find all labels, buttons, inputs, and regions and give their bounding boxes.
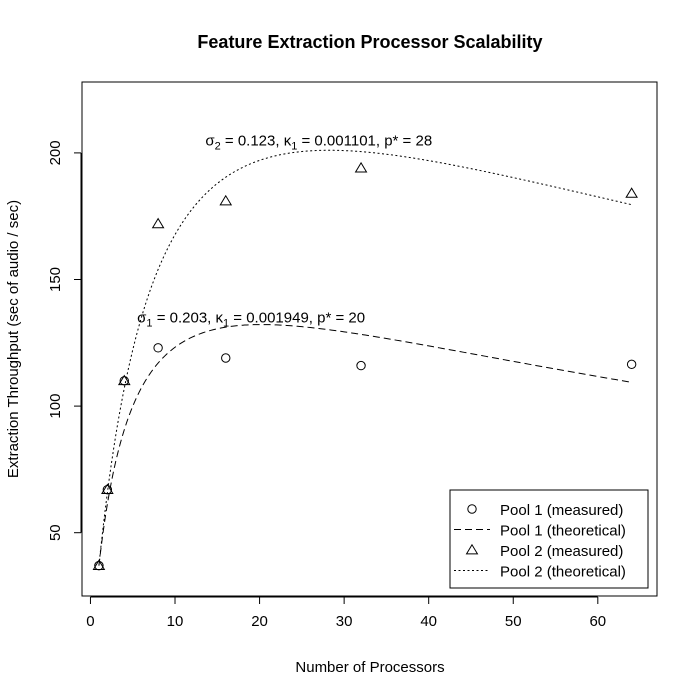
annotation-sub2: 1 bbox=[223, 318, 229, 330]
data-point bbox=[625, 187, 638, 198]
legend-entry: Pool 1 (theoretical) bbox=[500, 523, 626, 540]
annotation-eq1: = 0.123, bbox=[221, 132, 284, 149]
y-tick-label: 200 bbox=[47, 140, 64, 165]
series-pool-2-measured bbox=[92, 161, 638, 571]
legend-key-triangle bbox=[465, 543, 479, 555]
x-tick-label: 30 bbox=[336, 613, 353, 630]
y-axis: 50 100 150 200 bbox=[47, 140, 82, 541]
annotation-sub1: 1 bbox=[146, 318, 152, 330]
annotation-eq2: = 0.001101, p* = 28 bbox=[297, 132, 432, 149]
data-point bbox=[221, 353, 231, 363]
annotation-sym2: κ bbox=[284, 132, 292, 149]
legend-entry: Pool 1 (measured) bbox=[500, 502, 623, 519]
legend-entry: Pool 2 (measured) bbox=[500, 543, 623, 560]
annotation-sub2: 1 bbox=[291, 140, 297, 152]
model-annotation: σ1 = 0.203, κ1 = 0.001949, p* = 20 bbox=[137, 310, 365, 330]
x-axis-label: Number of Processors bbox=[295, 659, 444, 676]
data-point bbox=[626, 359, 637, 370]
data-point bbox=[153, 343, 163, 353]
y-axis-label: Extraction Throughput (sec of audio / se… bbox=[5, 200, 22, 478]
legend-entry: Pool 2 (theoretical) bbox=[500, 564, 626, 581]
annotation-sym2: κ bbox=[216, 310, 224, 327]
legend-box bbox=[449, 489, 649, 589]
data-point bbox=[219, 194, 233, 206]
x-tick-label: 40 bbox=[420, 613, 437, 630]
series-layer bbox=[92, 149, 638, 571]
annotation-sub1: 2 bbox=[215, 140, 221, 152]
annotation-sym1: σ bbox=[205, 132, 215, 149]
y-tick-label: 150 bbox=[47, 267, 64, 292]
legend: Pool 1 (measured) Pool 1 (theoretical) Poo… bbox=[449, 489, 649, 589]
model-annotation: σ2 = 0.123, κ1 = 0.001101, p* = 28 bbox=[205, 132, 432, 152]
annotation-eq1: = 0.203, bbox=[153, 310, 216, 327]
y-tick-label: 50 bbox=[47, 524, 64, 541]
data-point bbox=[117, 374, 131, 386]
x-tick-label: 50 bbox=[505, 613, 522, 630]
data-point bbox=[356, 360, 366, 371]
legend-key-circle bbox=[467, 504, 477, 514]
annotation-eq2: = 0.001949, p* = 20 bbox=[229, 310, 365, 327]
y-tick-label: 100 bbox=[47, 394, 64, 419]
x-tick-label: 60 bbox=[589, 613, 606, 630]
x-axis: 0 10 20 30 40 50 60 bbox=[86, 596, 606, 630]
data-point bbox=[151, 217, 165, 229]
data-point bbox=[101, 483, 114, 495]
x-tick-label: 20 bbox=[251, 613, 268, 630]
annotation-sym1: σ bbox=[137, 310, 147, 327]
x-tick-label: 0 bbox=[86, 613, 94, 630]
data-point bbox=[92, 559, 106, 571]
x-tick-label: 10 bbox=[167, 613, 184, 630]
data-point bbox=[354, 161, 368, 173]
series-line-pool-2-theoretical bbox=[98, 149, 632, 566]
plot-frame bbox=[81, 81, 658, 597]
series-line-pool-1-theoretical bbox=[98, 324, 632, 566]
chart-title: Feature Extraction Processor Scalability bbox=[197, 32, 542, 52]
